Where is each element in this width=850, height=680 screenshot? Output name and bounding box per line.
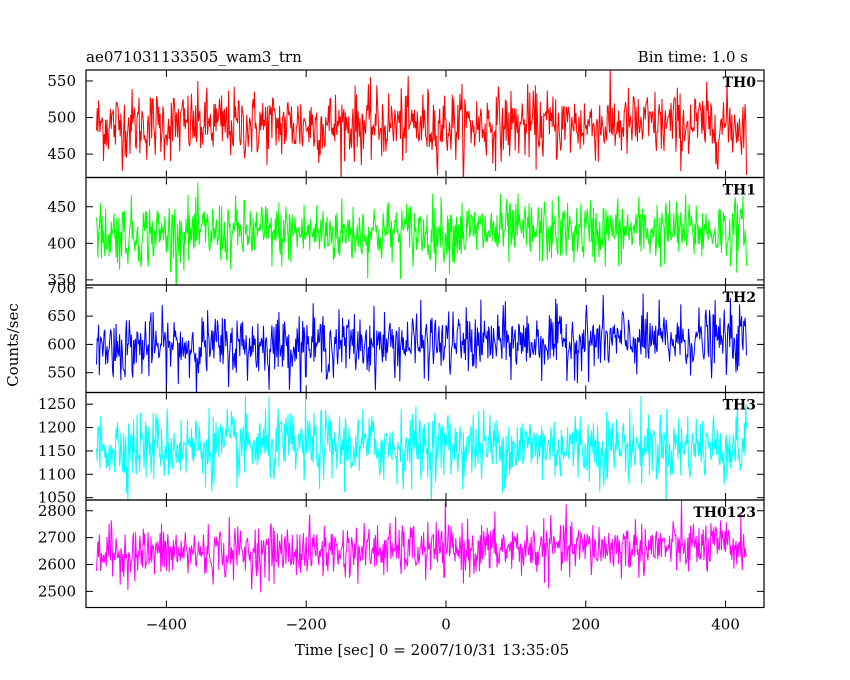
y-tick-label: 1150 <box>38 442 76 460</box>
y-axis-label: Counts/sec <box>4 303 22 387</box>
series-th2 <box>96 293 747 393</box>
bin-time-label: Bin time: 1.0 s <box>638 48 748 66</box>
panel-label-th1: TH1 <box>723 183 756 199</box>
y-tick-label: 2700 <box>38 529 76 547</box>
x-axis-label: Time [sec] 0 = 2007/10/31 13:35:05 <box>295 641 569 659</box>
y-tick-label: 500 <box>47 109 76 127</box>
y-tick-label: 2800 <box>38 502 76 520</box>
y-tick-label: 1250 <box>38 395 76 413</box>
y-tick-label: 600 <box>47 335 76 353</box>
series-th0 <box>96 70 747 178</box>
y-tick-label: 2600 <box>38 556 76 574</box>
series-th3 <box>96 395 747 500</box>
x-tick-label: −400 <box>146 616 187 634</box>
x-tick-label: 0 <box>441 616 451 634</box>
y-tick-label: 700 <box>47 279 76 297</box>
panel-frame <box>85 499 765 609</box>
series-th1 <box>96 182 747 285</box>
x-axis: −400 −200 0 200 400 <box>146 70 740 634</box>
y-tick-label: 650 <box>47 307 76 325</box>
panel-th1: 350 400 450 TH1 <box>47 176 765 289</box>
panel-label-th0: TH0 <box>723 75 757 91</box>
y-tick-label: 400 <box>47 234 76 252</box>
x-tick-label: 200 <box>571 616 600 634</box>
y-tick-label: 2500 <box>38 582 76 600</box>
series-th0123 <box>96 500 747 593</box>
panel-th0123: 2500 2600 2700 2800 TH0123 <box>38 499 765 609</box>
panel-stack: 450 500 550 TH0 350 400 450 TH1 550 600 650 700 TH2 1… <box>38 69 765 609</box>
panel-th0: 450 500 550 TH0 <box>47 69 765 179</box>
y-tick-label: 550 <box>47 364 76 382</box>
y-tick-label: 1100 <box>38 465 76 483</box>
panel-label-th0123: TH0123 <box>693 505 756 521</box>
y-tick-label: 1200 <box>38 419 76 437</box>
panel-label-th3: TH3 <box>723 398 756 414</box>
panel-label-th2: TH2 <box>723 290 756 306</box>
y-tick-label: 1050 <box>38 489 76 507</box>
panel-th2: 550 600 650 700 TH2 <box>47 279 765 394</box>
x-tick-label: 400 <box>711 616 740 634</box>
y-tick-label: 350 <box>47 271 76 289</box>
y-tick-label: 450 <box>47 145 76 163</box>
x-tick-label: −200 <box>286 616 327 634</box>
y-tick-label: 450 <box>47 198 76 216</box>
y-tick-label: 550 <box>47 72 76 90</box>
chart-title: ae071031133505_wam3_trn <box>86 48 302 66</box>
panel-th3: 1050 1100 1150 1200 1250 TH3 <box>38 391 765 507</box>
